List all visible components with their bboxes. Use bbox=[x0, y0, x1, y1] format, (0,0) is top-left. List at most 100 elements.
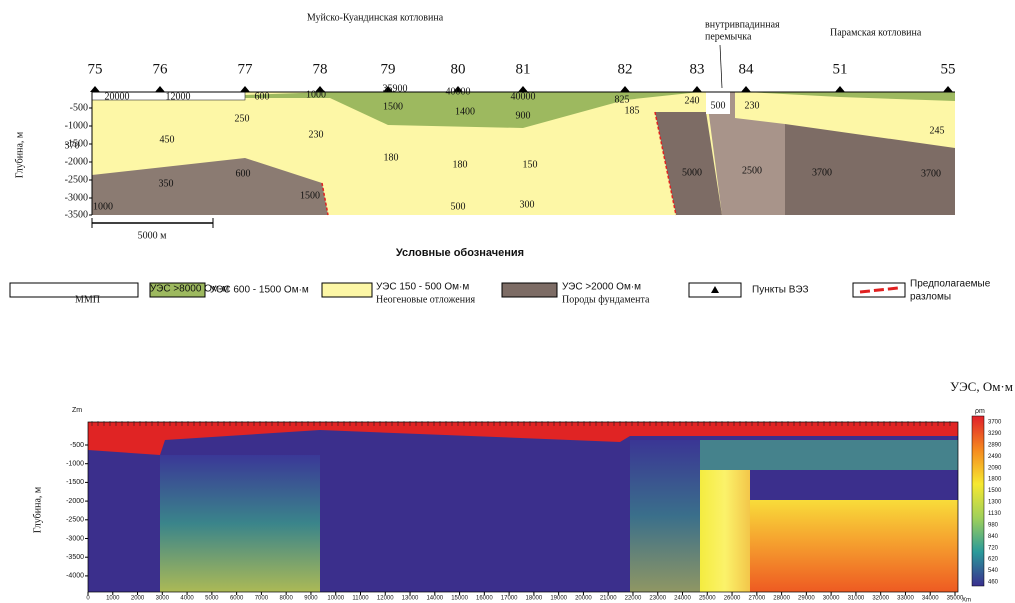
legend-label: УЭС 600 - 1500 Ом·м bbox=[210, 285, 309, 296]
x-tick-label: 11000 bbox=[352, 596, 369, 602]
x-unit: Xm bbox=[962, 598, 971, 603]
resistivity-label: 600 bbox=[255, 91, 270, 102]
x-tick-label: 6000 bbox=[230, 596, 244, 602]
y-tick-label: -1000 bbox=[66, 461, 84, 468]
colorbar-tick-label: 2090 bbox=[988, 465, 1002, 471]
x-tick-label: 29000 bbox=[798, 596, 815, 602]
resistivity-label: 180 bbox=[453, 159, 468, 170]
colorbar-tick-label: 1130 bbox=[988, 511, 1002, 517]
station-label: 78 bbox=[313, 61, 328, 77]
station-marker bbox=[90, 86, 100, 92]
station-label: 80 bbox=[451, 61, 466, 77]
x-tick-label: 35000 bbox=[947, 596, 964, 602]
x-tick-label: 32000 bbox=[872, 596, 889, 602]
legend-swatch bbox=[322, 283, 372, 297]
resistivity-label: 150 bbox=[523, 159, 538, 170]
anomaly bbox=[160, 455, 320, 592]
resistivity-label: 40000 bbox=[511, 91, 536, 102]
station-label: 81 bbox=[516, 61, 531, 77]
scale-label: 5000 м bbox=[138, 230, 168, 241]
x-tick-label: 20000 bbox=[575, 596, 592, 602]
resistivity-label: 500 bbox=[711, 100, 726, 111]
station-label: 79 bbox=[381, 61, 396, 77]
legend-title: Условные обозначения bbox=[396, 247, 524, 259]
x-tick-label: 14000 bbox=[426, 596, 443, 602]
colorbar-tick-label: 1800 bbox=[988, 477, 1002, 483]
resistivity-label: 230 bbox=[745, 100, 760, 111]
x-tick-label: 27000 bbox=[748, 596, 765, 602]
resistivity-label: 1400 bbox=[455, 106, 475, 117]
y-tick-label: -1500 bbox=[66, 479, 84, 486]
y-tick-label: -1000 bbox=[65, 120, 88, 131]
colorbar-tick-label: 3700 bbox=[988, 420, 1002, 426]
resistivity-label: 300 bbox=[520, 199, 535, 210]
y-tick-label: -2000 bbox=[66, 498, 84, 505]
x-tick-label: 23000 bbox=[649, 596, 666, 602]
y-tick-label: -3500 bbox=[66, 554, 84, 561]
x-tick-label: 26000 bbox=[724, 596, 741, 602]
station-label: 51 bbox=[833, 61, 848, 77]
x-tick-label: 2000 bbox=[131, 596, 145, 602]
legend-swatch bbox=[10, 283, 138, 297]
colorbar-tick-label: 720 bbox=[988, 545, 999, 551]
resistivity-label: 350 bbox=[159, 178, 174, 189]
colorbar-tick-label: 1500 bbox=[988, 488, 1002, 494]
legend-label: Пункты ВЭЗ bbox=[752, 285, 809, 296]
colorbar-tick-label: 460 bbox=[988, 580, 999, 586]
y-tick-label: -3000 bbox=[65, 192, 88, 203]
region-label: перемычка bbox=[705, 31, 752, 42]
resistivity-label: 900 bbox=[516, 110, 531, 121]
x-tick-label: 5000 bbox=[205, 596, 219, 602]
x-tick-label: 34000 bbox=[922, 596, 939, 602]
x-tick-label: 10000 bbox=[327, 596, 344, 602]
resistivity-label: 1000 bbox=[93, 201, 113, 212]
resistivity-label: 180 bbox=[384, 152, 399, 163]
anomaly bbox=[700, 440, 958, 470]
legend-label: УЭС >2000 Ом·м bbox=[562, 282, 641, 293]
station-marker bbox=[240, 86, 250, 92]
resistivity-label: 12000 bbox=[166, 91, 191, 102]
resistivity-label: 1500 bbox=[383, 101, 403, 112]
colorbar-tick-label: 1300 bbox=[988, 500, 1002, 506]
station-marker bbox=[943, 86, 953, 92]
z-label: Zm bbox=[72, 407, 82, 414]
resistivity-label: 370 bbox=[65, 140, 80, 151]
x-tick-label: 28000 bbox=[773, 596, 790, 602]
x-tick-label: 25000 bbox=[699, 596, 716, 602]
y-axis-label: Глубина, м bbox=[32, 486, 43, 533]
colorbar-label: ρm bbox=[975, 408, 985, 415]
x-tick-label: 30000 bbox=[823, 596, 840, 602]
colorbar-tick-label: 540 bbox=[988, 568, 999, 574]
x-tick-label: 33000 bbox=[897, 596, 914, 602]
colorbar bbox=[972, 416, 984, 586]
x-tick-label: 19000 bbox=[550, 596, 567, 602]
x-tick-label: 13000 bbox=[402, 596, 419, 602]
x-tick-label: 17000 bbox=[501, 596, 518, 602]
resistivity-label: 1500 bbox=[300, 190, 320, 201]
station-marker bbox=[155, 86, 165, 92]
x-tick-label: 7000 bbox=[255, 596, 269, 602]
resistivity-label: 230 bbox=[309, 129, 324, 140]
resistivity-label: 245 bbox=[930, 125, 945, 136]
resistivity-label: 35900 bbox=[383, 83, 408, 94]
resistivity-label: 40000 bbox=[446, 86, 471, 97]
resistivity-label: 5000 bbox=[682, 167, 702, 178]
colorbar-tick-label: 840 bbox=[988, 534, 999, 540]
x-tick-label: 22000 bbox=[625, 596, 642, 602]
x-tick-label: 3000 bbox=[156, 596, 170, 602]
resistivity-label: 20000 bbox=[105, 91, 130, 102]
resistivity-label: 240 bbox=[685, 95, 700, 106]
station-label: 55 bbox=[941, 61, 956, 77]
station-label: 84 bbox=[739, 61, 755, 77]
station-marker bbox=[692, 86, 702, 92]
resistivity-label: 185 bbox=[625, 105, 640, 116]
section-title: УЭС, Ом·м bbox=[950, 379, 1013, 394]
legend-sublabel: Породы фундамента bbox=[562, 294, 650, 305]
station-label: 76 bbox=[153, 61, 169, 77]
colorbar-tick-label: 980 bbox=[988, 522, 999, 528]
resistivity-label: 3700 bbox=[812, 167, 832, 178]
y-tick-label: -2500 bbox=[66, 517, 84, 524]
y-tick-label: -2500 bbox=[65, 174, 88, 185]
x-tick-label: 0 bbox=[86, 596, 90, 602]
station-label: 75 bbox=[88, 61, 103, 77]
